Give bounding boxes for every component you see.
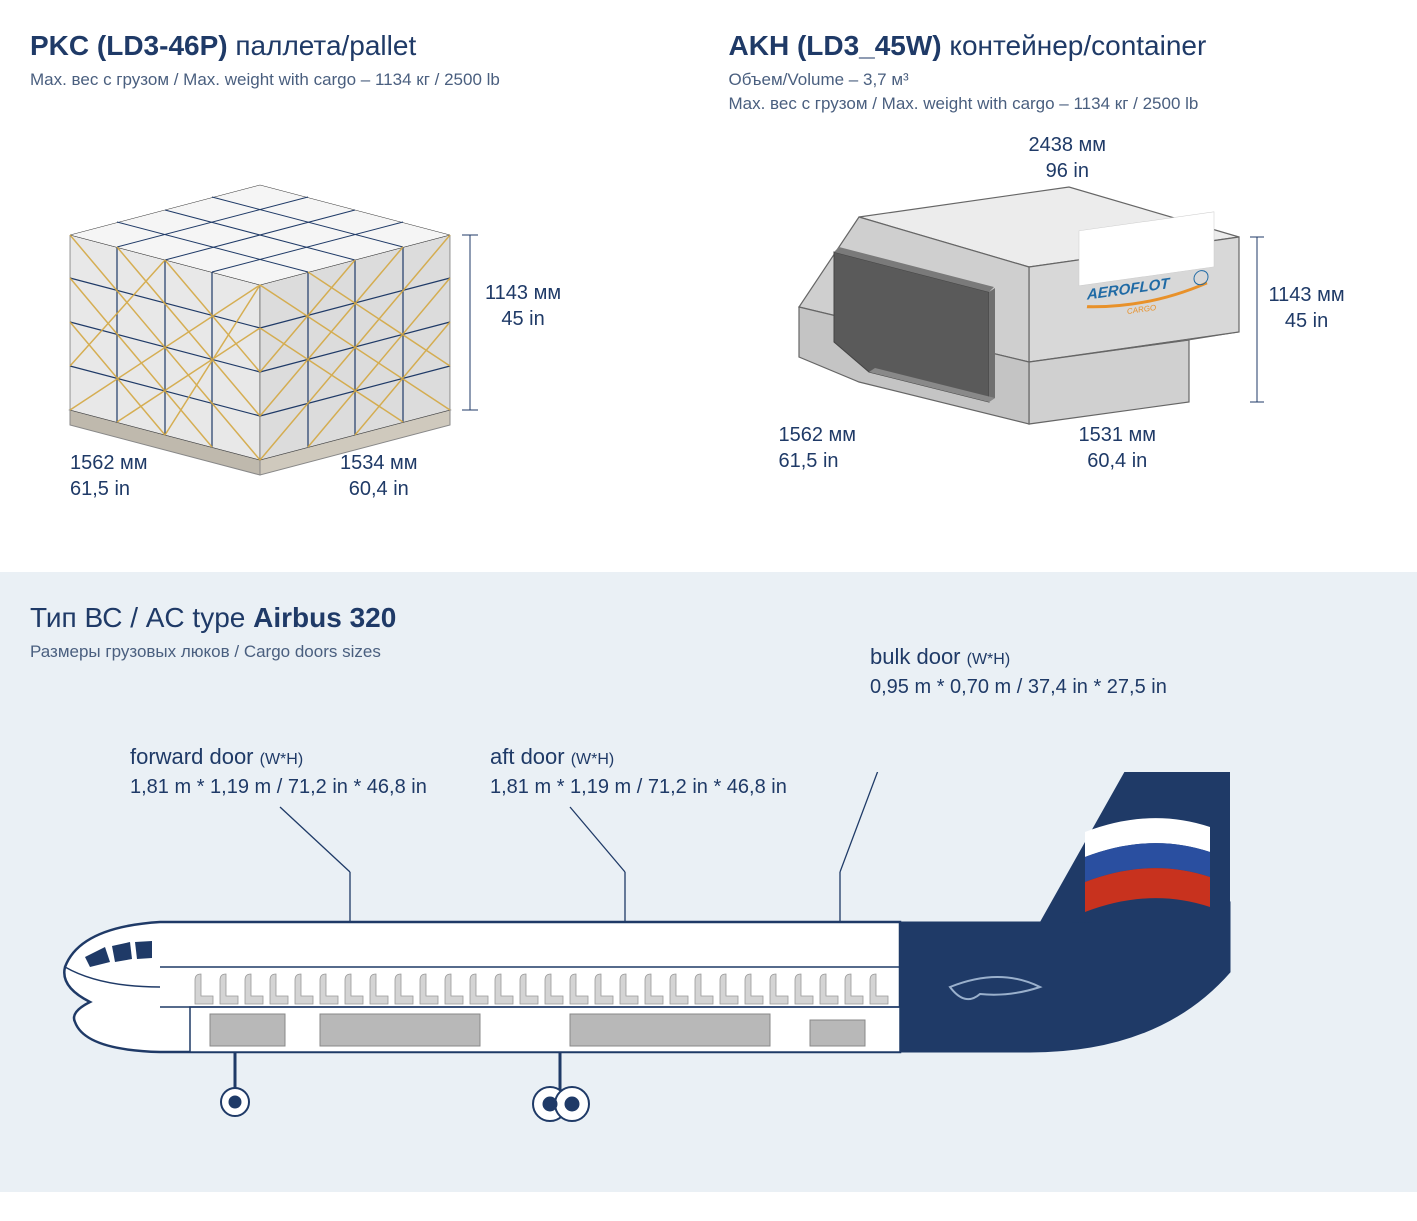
pallet-diagram: 1143 мм 45 in 1562 мм 61,5 in 1534 мм 60… (30, 130, 689, 510)
pallet-name: паллета/pallet (235, 30, 416, 61)
container-diagram: AEROFLOT CARGO 2438 мм 96 in 1143 мм 4 (729, 132, 1388, 512)
container-name: контейнер/container (949, 30, 1206, 61)
container-width-label: 1531 мм 60,4 in (1079, 422, 1157, 474)
aircraft-section: Тип ВС / AC type Airbus 320 Размеры груз… (0, 572, 1417, 1192)
aircraft-svg (30, 772, 1387, 1172)
bulk-door-label: bulk door (W*H) 0,95 m * 0,70 m / 37,4 i… (870, 642, 1167, 701)
pallet-width-label: 1534 мм 60,4 in (340, 450, 418, 502)
pallet-title: PKC (LD3-46P) паллета/pallet (30, 30, 689, 62)
pallet-svg (30, 130, 530, 490)
pallet-column: PKC (LD3-46P) паллета/pallet Max. вес с … (30, 30, 689, 512)
container-title: AKH (LD3_45W) контейнер/container (729, 30, 1388, 62)
container-column: AKH (LD3_45W) контейнер/container Объем/… (729, 30, 1388, 512)
container-top-label: 2438 мм 96 in (1029, 132, 1107, 184)
aircraft-subtitle: Размеры грузовых люков / Cargo doors siz… (30, 642, 1387, 662)
container-code: AKH (LD3_45W) (729, 30, 942, 61)
pallet-weight: Max. вес с грузом / Max. weight with car… (30, 70, 689, 90)
pallet-code: PKC (LD3-46P) (30, 30, 228, 61)
top-section: PKC (LD3-46P) паллета/pallet Max. вес с … (0, 0, 1417, 572)
aircraft-title: Тип ВС / AC type Airbus 320 (30, 602, 1387, 634)
pallet-depth-label: 1562 мм 61,5 in (70, 450, 148, 502)
pallet-height-label: 1143 мм 45 in (485, 280, 561, 332)
container-height-label: 1143 мм 45 in (1269, 282, 1345, 334)
container-weight: Max. вес с грузом / Max. weight with car… (729, 94, 1388, 114)
container-volume: Объем/Volume – 3,7 м³ (729, 70, 1388, 90)
container-depth-label: 1562 мм 61,5 in (779, 422, 857, 474)
